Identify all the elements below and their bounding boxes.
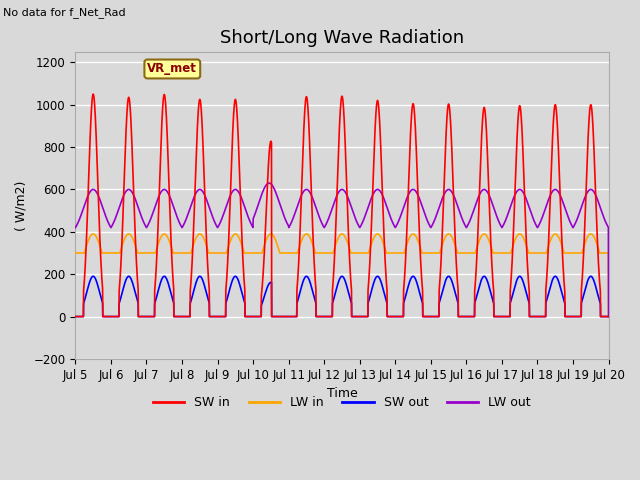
X-axis label: Time: Time <box>326 387 357 400</box>
Line: LW in: LW in <box>76 234 609 316</box>
SW in <box>72 313 79 319</box>
SW out <box>164 280 172 286</box>
LW out <box>276 202 284 207</box>
SW in <box>164 154 172 160</box>
Text: No data for f_Net_Rad: No data for f_Net_Rad <box>3 7 126 18</box>
SW in <box>300 144 307 149</box>
Line: LW out: LW out <box>76 183 609 316</box>
LW in <box>72 250 79 256</box>
LW in <box>276 250 284 256</box>
SW out <box>90 274 97 279</box>
SW in <box>90 91 97 97</box>
SW out <box>276 313 284 319</box>
SW in <box>132 258 140 264</box>
SW in <box>595 256 602 262</box>
LW out <box>266 180 273 186</box>
Legend: SW in, LW in, SW out, LW out: SW in, LW in, SW out, LW out <box>148 391 536 414</box>
SW in <box>605 313 612 319</box>
LW in <box>537 250 545 256</box>
SW in <box>276 313 284 319</box>
SW out <box>132 294 140 300</box>
LW in <box>132 246 140 252</box>
SW out <box>537 313 545 319</box>
Y-axis label: ( W/m2): ( W/m2) <box>15 180 28 230</box>
LW in <box>90 231 97 237</box>
Line: SW in: SW in <box>76 94 609 316</box>
SW out <box>595 293 602 299</box>
LW out <box>537 218 545 224</box>
LW in <box>595 245 602 251</box>
LW in <box>300 234 307 240</box>
LW out <box>132 199 140 204</box>
Text: VR_met: VR_met <box>147 62 197 75</box>
SW out <box>72 313 79 319</box>
LW out <box>605 313 612 319</box>
LW out <box>300 189 307 195</box>
SW in <box>537 313 545 319</box>
LW out <box>595 199 602 204</box>
SW out <box>300 278 307 284</box>
LW in <box>605 313 612 319</box>
SW out <box>605 313 612 319</box>
LW out <box>164 190 172 195</box>
Line: SW out: SW out <box>76 276 609 316</box>
LW in <box>164 235 172 241</box>
Title: Short/Long Wave Radiation: Short/Long Wave Radiation <box>220 29 464 48</box>
LW out <box>72 225 79 230</box>
